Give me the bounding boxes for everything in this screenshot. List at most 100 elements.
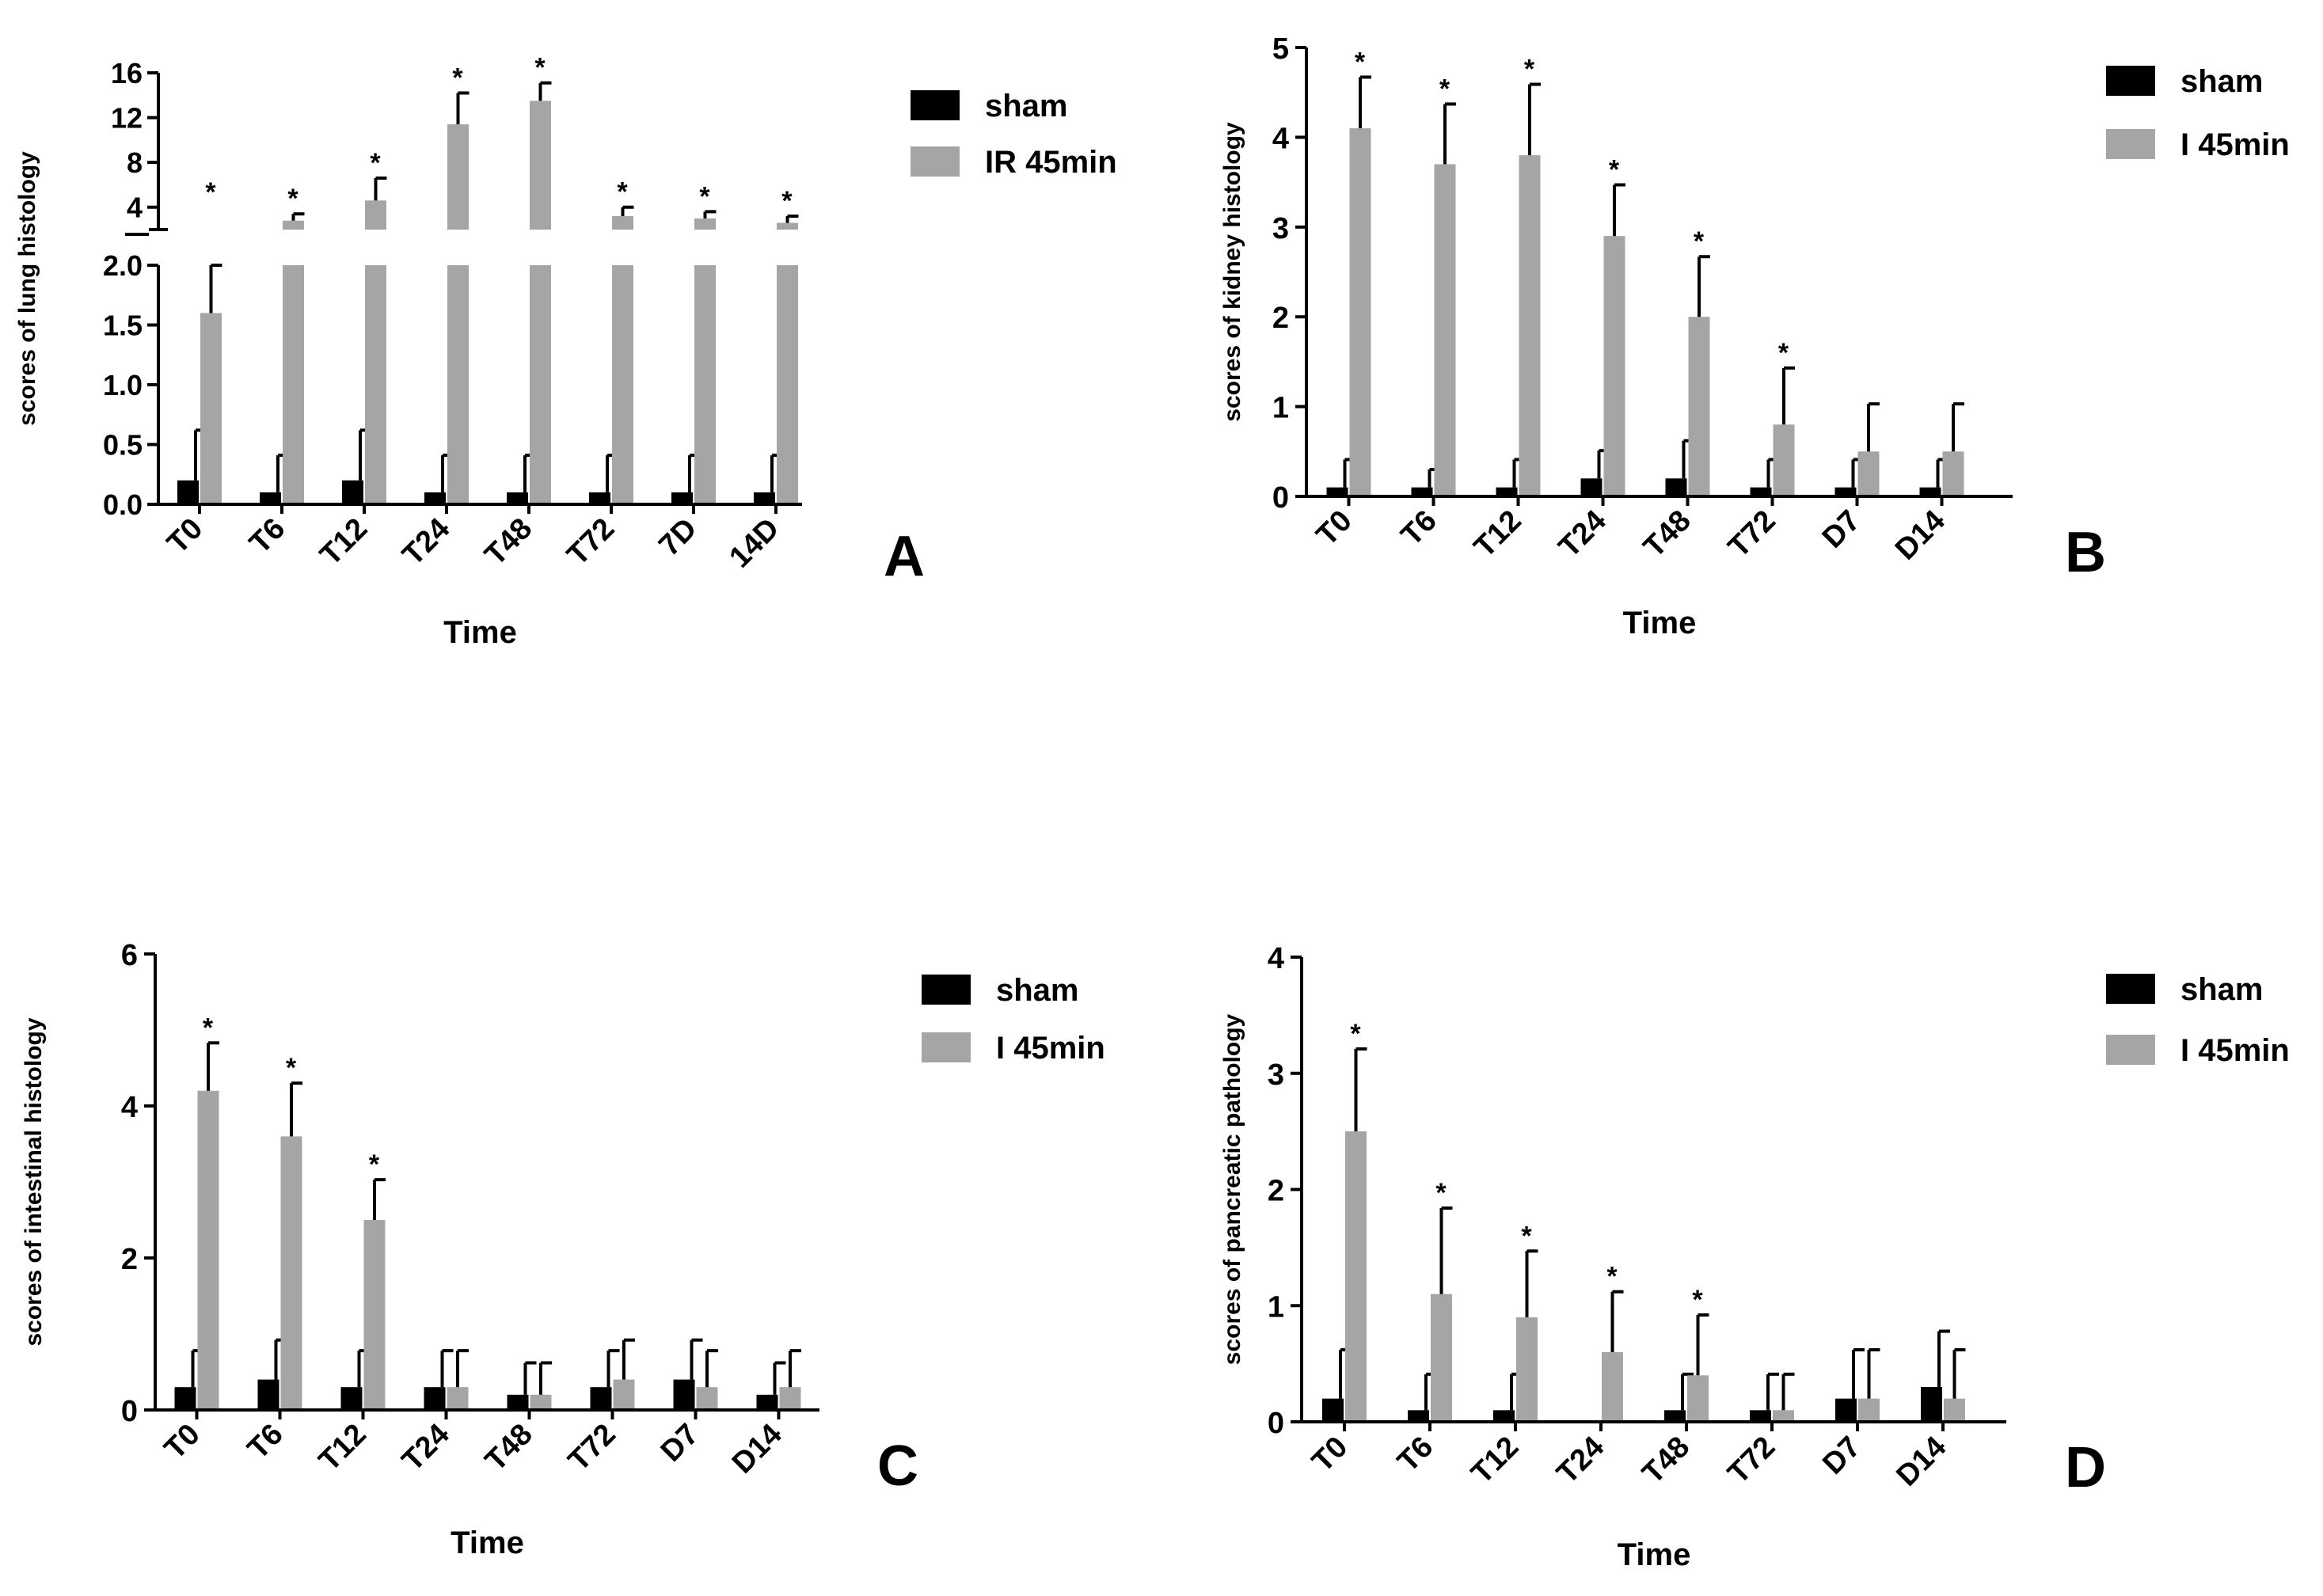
bar-sham-t48 <box>507 1394 529 1410</box>
legend-swatch-1 <box>911 146 960 177</box>
bar-sham-t0 <box>174 1387 196 1410</box>
y-tick-label: 0.0 <box>103 488 143 521</box>
bar-cap-t72 <box>612 216 633 230</box>
significance-marker: * <box>1439 74 1450 104</box>
y-tick-label: 0.5 <box>103 429 143 462</box>
bar-sham-d14 <box>756 1394 778 1410</box>
y-tick-label: 12 <box>111 102 143 135</box>
bar-sham-14d <box>754 492 775 504</box>
x-tick-label: T24 <box>396 512 456 572</box>
significance-marker: * <box>1524 54 1535 84</box>
significance-marker: * <box>203 1013 214 1043</box>
bar-sham-t72 <box>589 492 610 504</box>
bar-ir-45min-t0 <box>200 313 222 504</box>
bar-ir-45min-t12 <box>365 265 386 504</box>
legend-label: sham <box>2180 972 2264 1007</box>
significance-marker: * <box>1435 1178 1447 1208</box>
y-tick-label: 1.5 <box>103 310 143 342</box>
bar-sham-t48 <box>1665 478 1687 496</box>
y-tick-label: 0 <box>1268 1407 1284 1440</box>
bar-cap-t48 <box>530 101 551 230</box>
y-tick-label: 1 <box>1268 1290 1284 1324</box>
significance-marker: * <box>1694 226 1705 256</box>
x-tick-label: T12 <box>1468 504 1528 564</box>
y-tick-label: 8 <box>127 146 143 179</box>
bar-sham-d14 <box>1919 487 1941 496</box>
bar-ir-45min-t24 <box>447 265 469 504</box>
significance-marker: * <box>1355 47 1366 77</box>
significance-marker: * <box>617 177 628 207</box>
x-axis-title: Time <box>1623 606 1697 640</box>
significance-marker: * <box>369 1150 380 1180</box>
y-tick-label: 0 <box>1272 481 1289 515</box>
bar-sham-t6 <box>1411 487 1433 496</box>
significance-marker: * <box>534 53 546 83</box>
bar-i-45min-t6 <box>1431 1294 1452 1422</box>
significance-marker: * <box>1521 1221 1532 1251</box>
y-tick-label: 2 <box>121 1243 138 1276</box>
y-tick-label: 2 <box>1268 1175 1284 1208</box>
legend-swatch-0 <box>922 975 971 1005</box>
x-tick-label: D7 <box>1816 504 1867 555</box>
bar-i-45min-d7 <box>1857 451 1880 496</box>
bar-i-45min-t24 <box>1603 236 1625 496</box>
x-tick-label: T12 <box>1465 1431 1525 1491</box>
significance-marker: * <box>287 184 298 214</box>
x-tick-label: D14 <box>726 1418 789 1480</box>
bar-i-45min-d7 <box>696 1387 718 1410</box>
significance-marker: * <box>781 186 793 216</box>
significance-marker: * <box>699 181 710 211</box>
y-tick-label: 6 <box>121 939 138 972</box>
x-tick-label: D14 <box>1890 1431 1952 1493</box>
y-tick-label: 2.0 <box>103 249 143 282</box>
x-tick-label: T0 <box>1310 504 1359 553</box>
legend-swatch-1 <box>922 1032 971 1062</box>
legend-label: I 45min <box>996 1031 1105 1066</box>
x-tick-label: T12 <box>314 512 374 572</box>
bar-i-45min-d14 <box>1942 451 1964 496</box>
chart-panel-a: * T0 * T6 * T12 * T24 * T48 * T72 * 7D * 14D 0.0 0.5 1.0 1.… <box>14 53 1117 650</box>
x-axis-title: Time <box>451 1526 524 1560</box>
bar-cap-t24 <box>447 124 469 230</box>
bar-i-45min-t0 <box>1349 128 1371 496</box>
legend-swatch-0 <box>2106 974 2155 1004</box>
bar-cap-14d <box>777 222 798 230</box>
bar-sham-t24 <box>1580 478 1603 496</box>
bar-sham-t48 <box>1664 1410 1686 1422</box>
bar-sham-t24 <box>424 492 446 504</box>
bar-i-45min-t0 <box>1345 1131 1367 1422</box>
x-tick-label: T0 <box>158 1418 207 1466</box>
legend-swatch-1 <box>2106 129 2155 159</box>
legend-swatch-0 <box>911 90 960 120</box>
legend-label: sham <box>985 89 1068 124</box>
significance-marker: * <box>452 63 463 93</box>
x-tick-label: T12 <box>313 1418 373 1478</box>
x-tick-label: D7 <box>655 1418 705 1469</box>
bar-i-45min-d14 <box>779 1387 801 1410</box>
bar-sham-t0 <box>177 480 199 504</box>
y-tick-label: 5 <box>1272 32 1289 66</box>
legend-swatch-1 <box>2106 1035 2155 1065</box>
bar-sham-7d <box>671 492 693 504</box>
significance-marker: * <box>286 1053 297 1083</box>
x-tick-label: T72 <box>561 512 621 572</box>
bar-sham-t12 <box>342 480 363 504</box>
bar-sham-d14 <box>1921 1386 1942 1422</box>
bar-i-45min-d7 <box>1858 1398 1880 1422</box>
x-tick-label: T6 <box>1395 504 1443 553</box>
bar-sham-d7 <box>673 1379 695 1410</box>
x-tick-label: T24 <box>1553 504 1613 564</box>
x-tick-label: 14D <box>723 512 785 575</box>
y-tick-label: 1.0 <box>103 369 143 401</box>
y-tick-label: 3 <box>1268 1058 1284 1092</box>
y-tick-label: 3 <box>1272 212 1289 245</box>
bar-i-45min-t72 <box>613 1379 635 1410</box>
y-tick-label: 0 <box>121 1395 138 1428</box>
x-tick-label: T72 <box>562 1418 622 1478</box>
x-tick-label: T48 <box>1636 1431 1696 1491</box>
y-tick-label: 2 <box>1272 302 1289 335</box>
panel-label: D <box>2065 1436 2106 1499</box>
bar-i-45min-t12 <box>1519 155 1541 496</box>
bar-sham-d7 <box>1834 487 1857 496</box>
x-tick-label: T48 <box>1637 504 1698 564</box>
